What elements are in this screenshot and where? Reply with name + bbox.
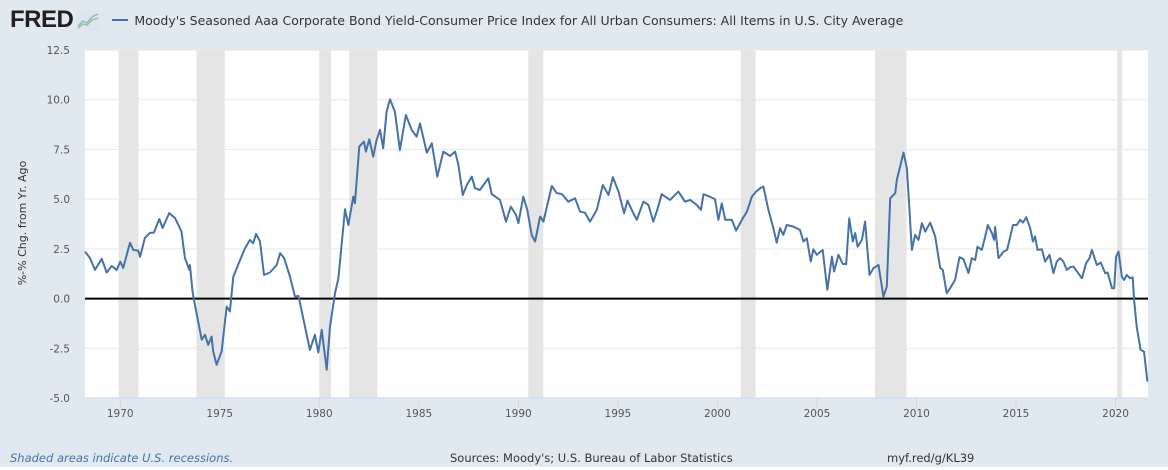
recession-note: Shaded areas indicate U.S. recessions. (10, 451, 234, 465)
y-tick-label: -2.5 (50, 343, 71, 355)
x-tick-label: 1985 (405, 408, 432, 420)
y-axis-ticks: -5.0 -2.5 0.0 2.5 5.0 7.5 10.0 12.5 (47, 45, 70, 405)
sources: Sources: Moody's; U.S. Bureau of Labor S… (450, 451, 733, 465)
legend-swatch (112, 19, 129, 21)
y-tick-label: 2.5 (53, 244, 70, 256)
short-url-link[interactable]: myf.red/g/KL39 (887, 451, 975, 465)
bottom-strip (0, 467, 1168, 470)
recession-band (349, 50, 378, 398)
chart-header: FRED Moody's Seasoned Aaa Corporate Bond… (10, 6, 903, 34)
x-tick-label: 2015 (1003, 408, 1030, 420)
recession-band (740, 50, 756, 398)
recession-band (875, 50, 907, 398)
x-tick-label: 2020 (1102, 408, 1129, 420)
x-tick-label: 1980 (306, 408, 333, 420)
x-axis-ticks: 1970 1975 1980 1985 1990 1995 2000 2005 2010 2015… (85, 397, 1148, 420)
recession-band (1117, 50, 1123, 398)
x-tick-label: 1990 (505, 408, 532, 420)
legend-title: Moody's Seasoned Aaa Corporate Bond Yiel… (134, 12, 904, 28)
y-tick-label: 10.0 (47, 95, 70, 107)
x-tick-label: 2005 (804, 408, 831, 420)
x-tick-label: 2010 (903, 408, 930, 420)
line-graph-icon (76, 10, 101, 30)
x-tick-label: 2000 (704, 408, 731, 420)
x-tick-label: 1975 (206, 408, 233, 420)
y-axis-label: %-% Chg. from Yr. Ago (16, 160, 29, 285)
gridlines (85, 49, 1148, 349)
y-tick-label: -5.0 (50, 393, 71, 405)
recession-band (118, 50, 139, 398)
y-tick-label: 7.5 (53, 144, 70, 156)
y-tick-label: 5.0 (53, 194, 70, 206)
recession-band (196, 50, 225, 398)
series-line (84, 98, 1149, 382)
x-tick-label: 1995 (605, 408, 632, 420)
y-tick-label: 12.5 (47, 45, 70, 57)
plot-area (85, 50, 1148, 398)
fred-logo[interactable]: FRED (10, 6, 74, 33)
recession-band (528, 50, 544, 398)
y-tick-label: 0.0 (53, 294, 70, 306)
x-tick-label: 1970 (107, 408, 134, 420)
recession-band (319, 50, 331, 398)
